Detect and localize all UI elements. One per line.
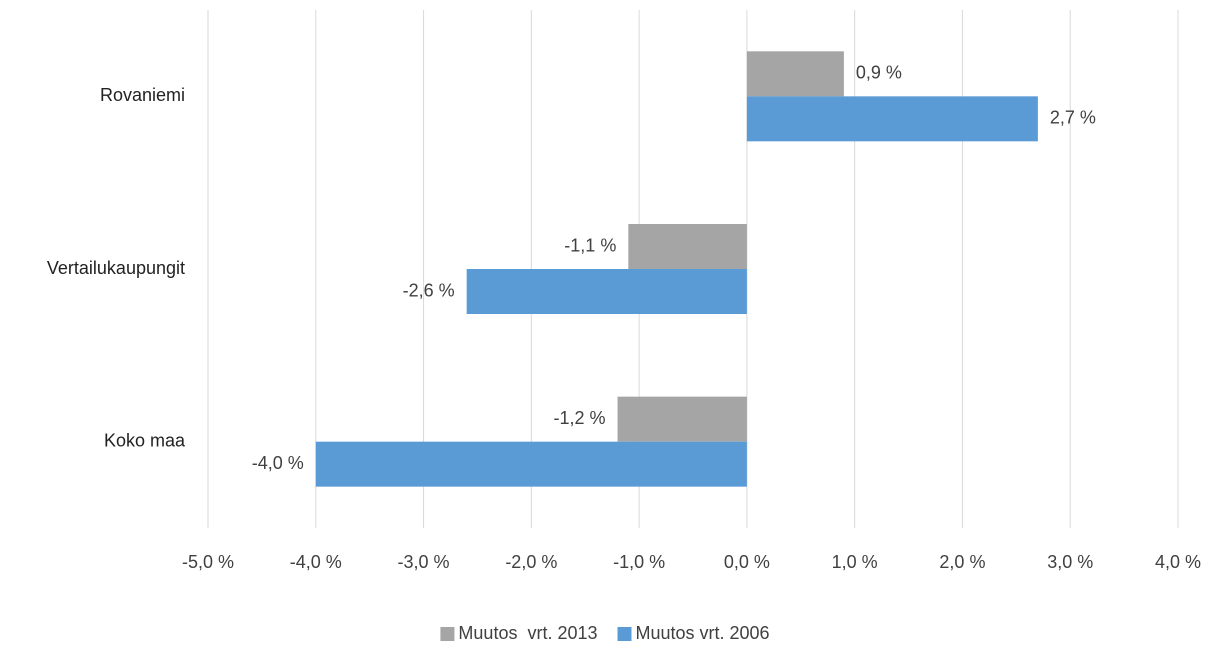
category-label: Koko maa — [104, 430, 186, 450]
bar — [466, 269, 747, 314]
x-tick-label: 4,0 % — [1155, 552, 1201, 572]
bar — [746, 51, 844, 97]
category-label: Rovaniemi — [100, 85, 185, 105]
x-tick-label: 2,0 % — [939, 552, 985, 572]
legend-label: Muutos vrt. 2013 — [458, 623, 597, 643]
category-label: Vertailukaupungit — [47, 258, 185, 278]
value-label: 0,9 % — [856, 63, 902, 83]
x-tick-label: -4,0 % — [290, 552, 342, 572]
x-tick-label: -3,0 % — [398, 552, 450, 572]
legend-swatch — [440, 627, 455, 641]
bar — [628, 224, 747, 269]
bar — [617, 396, 747, 442]
x-tick-label: 0,0 % — [724, 552, 770, 572]
value-label: -2,6 % — [403, 280, 455, 300]
x-tick-label: 3,0 % — [1047, 552, 1093, 572]
legend-label: Muutos vrt. 2006 — [636, 623, 770, 643]
bar — [746, 96, 1038, 142]
value-label: 2,7 % — [1050, 108, 1096, 128]
value-label: -1,2 % — [554, 408, 606, 428]
x-tick-label: -5,0 % — [182, 552, 234, 572]
x-tick-label: -1,0 % — [613, 552, 665, 572]
value-label: -4,0 % — [252, 453, 304, 473]
value-label: -1,1 % — [564, 235, 616, 255]
legend-swatch — [617, 627, 632, 641]
bar — [315, 441, 747, 487]
x-tick-label: -2,0 % — [505, 552, 557, 572]
x-tick-label: 1,0 % — [832, 552, 878, 572]
